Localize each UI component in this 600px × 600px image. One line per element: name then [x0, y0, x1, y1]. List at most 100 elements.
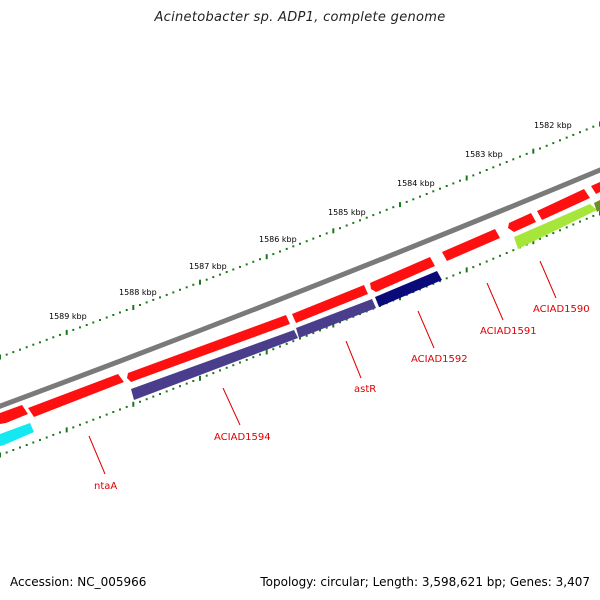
minor-tick	[205, 374, 208, 377]
minor-tick	[125, 309, 128, 311]
gene-arrow[interactable]	[375, 271, 442, 307]
minor-tick	[12, 449, 15, 451]
gene-arrow[interactable]	[131, 330, 298, 400]
minor-tick	[179, 385, 181, 388]
page-title: Acinetobacter sp. ADP1, complete genome	[154, 10, 446, 25]
minor-tick	[232, 268, 235, 271]
minor-tick	[99, 319, 101, 321]
gene-label-aciad1590: ACIAD1590	[533, 304, 590, 315]
minor-tick	[179, 288, 181, 291]
minor-tick	[419, 195, 421, 198]
leader-line	[539, 260, 557, 299]
minor-tick	[19, 446, 21, 449]
minor-tick	[552, 142, 555, 145]
gene-arrow[interactable]	[370, 257, 435, 292]
gene-label-aciad1594: ACIAD1594	[214, 432, 271, 443]
minor-tick	[459, 271, 461, 274]
ruler-label-1583: 1583 kbp	[465, 150, 503, 159]
minor-tick	[312, 237, 315, 240]
minor-tick	[92, 418, 95, 421]
gene-arrow[interactable]	[0, 405, 28, 424]
minor-tick	[185, 382, 188, 385]
minor-tick	[145, 301, 148, 304]
minor-tick	[59, 333, 61, 336]
minor-tick	[512, 249, 515, 252]
minor-tick	[565, 226, 568, 229]
minor-tick	[32, 441, 35, 444]
minor-tick	[245, 358, 248, 361]
minor-tick	[505, 161, 508, 163]
minor-tick	[99, 416, 101, 419]
minor-tick	[52, 433, 55, 436]
minor-tick	[512, 158, 515, 161]
minor-tick	[52, 336, 55, 339]
gene-arrow[interactable]	[28, 374, 124, 417]
major-tick	[199, 375, 201, 381]
minor-tick	[285, 342, 288, 345]
minor-tick	[592, 214, 595, 217]
gene-arrow[interactable]	[537, 189, 590, 220]
gene-arrow[interactable]	[514, 204, 597, 249]
minor-tick	[479, 171, 481, 174]
leader-line	[222, 387, 241, 426]
leader-line	[417, 310, 435, 349]
minor-tick	[339, 321, 341, 324]
minor-tick	[485, 169, 488, 171]
minor-tick	[112, 314, 115, 316]
forward-genes	[0, 182, 600, 424]
minor-tick	[539, 237, 541, 240]
minor-tick	[472, 266, 475, 269]
reverse-genes	[0, 200, 600, 446]
minor-tick	[425, 285, 428, 288]
minor-tick	[525, 152, 528, 155]
minor-tick	[12, 351, 15, 354]
gene-arrow[interactable]	[508, 213, 536, 232]
minor-tick	[39, 341, 41, 344]
ruler-label-1582: 1582 kbp	[534, 121, 572, 130]
minor-tick	[39, 439, 41, 441]
gene-label-ntaa: ntaA	[94, 481, 117, 492]
gene-arrow[interactable]	[0, 423, 34, 446]
minor-tick	[165, 293, 168, 296]
minor-tick	[192, 283, 195, 286]
minor-tick	[159, 296, 161, 299]
minor-tick	[119, 311, 121, 314]
major-tick	[332, 228, 335, 234]
gene-arrow[interactable]	[442, 229, 500, 261]
minor-tick	[545, 144, 548, 147]
minor-tick	[259, 258, 261, 261]
minor-tick	[72, 426, 75, 429]
minor-tick	[219, 273, 221, 276]
ruler-label-1586: 1586 kbp	[259, 235, 297, 244]
minor-tick	[319, 329, 321, 332]
minor-tick	[552, 232, 555, 235]
minor-tick	[85, 421, 88, 424]
genome-backbone	[0, 167, 600, 409]
genome-summary-text: Topology: circular; Length: 3,598,621 bp…	[260, 575, 590, 589]
minor-tick	[325, 232, 328, 235]
minor-tick	[452, 274, 455, 277]
minor-tick	[292, 245, 295, 248]
minor-tick	[232, 364, 235, 367]
minor-tick	[439, 187, 441, 190]
minor-tick	[252, 356, 255, 359]
major-tick	[532, 148, 535, 154]
minor-tick	[352, 221, 355, 224]
ruler-label-1584: 1584 kbp	[397, 179, 435, 188]
gene-arrow[interactable]	[127, 315, 290, 382]
minor-tick	[385, 208, 388, 211]
minor-tick	[239, 265, 241, 268]
minor-tick	[579, 220, 581, 223]
minor-tick	[592, 125, 595, 128]
minor-tick	[372, 214, 375, 217]
minor-tick	[185, 286, 188, 289]
gene-arrow[interactable]	[296, 299, 376, 338]
major-tick	[265, 254, 268, 260]
outer-tick-dots	[0, 121, 600, 360]
gene-arrow[interactable]	[292, 285, 368, 323]
gene-arrow[interactable]	[591, 182, 600, 194]
minor-tick	[272, 348, 275, 351]
major-tick	[399, 202, 401, 208]
gene-arrow[interactable]	[594, 200, 600, 212]
minor-tick	[252, 260, 255, 263]
